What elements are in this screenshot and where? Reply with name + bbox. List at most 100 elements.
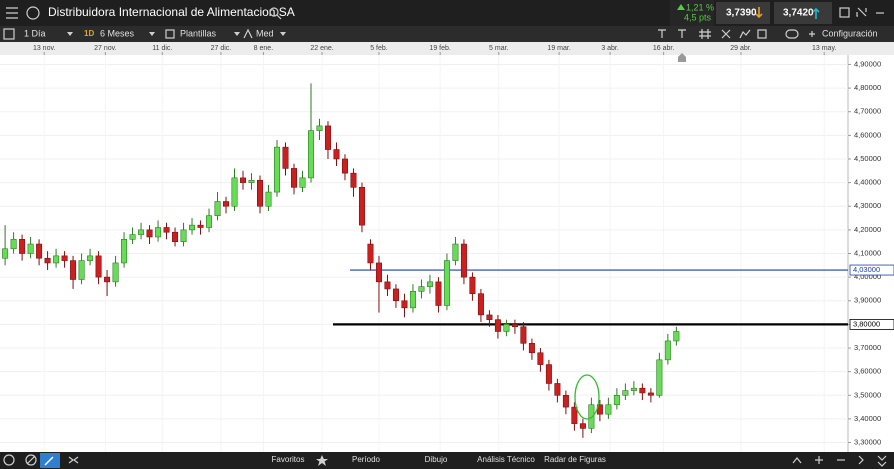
y-tick-label: 3,40000 <box>854 414 881 423</box>
template-icon[interactable] <box>165 29 175 39</box>
candle-body <box>282 146 289 169</box>
level-label: 4,03000 <box>853 265 880 274</box>
style-icon[interactable] <box>243 28 253 39</box>
candle-body <box>656 359 663 396</box>
candle-body <box>172 231 179 242</box>
candle-body <box>358 187 365 226</box>
candle-body <box>435 281 442 306</box>
level-tag <box>849 318 894 330</box>
y-tick-label: 4,50000 <box>854 154 881 163</box>
footer-tab[interactable]: Favoritos <box>272 455 305 464</box>
candle-body <box>112 262 119 283</box>
candle-body <box>265 191 272 207</box>
footer-bar <box>0 452 894 469</box>
y-tick-label: 3,70000 <box>854 343 881 352</box>
toolbar <box>0 26 894 42</box>
window-icons[interactable] <box>839 7 884 18</box>
candle-body <box>384 281 391 290</box>
x-tick-label: 13 nov. <box>33 45 55 52</box>
y-tick-label: 3,60000 <box>854 367 881 376</box>
candle-body <box>87 255 94 261</box>
candle-body <box>44 257 51 264</box>
toolbar-icons[interactable] <box>658 29 815 39</box>
y-tick-label: 4,40000 <box>854 178 881 187</box>
change-pct: 1,21 % <box>686 2 714 12</box>
candle-body <box>78 260 85 280</box>
candle-body <box>350 172 357 188</box>
y-tick-label: 3,90000 <box>854 296 881 305</box>
candle-body <box>503 324 510 332</box>
x-tick-label: 27 dic. <box>211 45 232 52</box>
y-tick-label: 4,60000 <box>854 130 881 139</box>
candle-body <box>180 229 187 242</box>
range-select[interactable]: 6 Meses <box>100 28 135 38</box>
bid-box[interactable] <box>716 2 770 24</box>
y-tick-label: 4,10000 <box>854 248 881 257</box>
candle-body <box>605 404 612 415</box>
footer-tab[interactable]: Dibujo <box>425 455 448 464</box>
time-marker[interactable] <box>678 53 686 62</box>
candle-body <box>460 243 467 278</box>
candle-body <box>579 423 586 429</box>
candle-body <box>341 158 348 174</box>
settings-button[interactable]: Configuración <box>822 28 878 38</box>
candle-body <box>401 300 408 309</box>
candle-body <box>418 286 425 292</box>
candle-body <box>443 260 450 306</box>
dropdown-caret <box>234 32 240 36</box>
candle-body <box>248 179 255 183</box>
menu-icon[interactable] <box>6 7 18 19</box>
candle-body <box>257 179 264 207</box>
change-box <box>670 0 714 26</box>
candle-body <box>129 234 136 240</box>
instrument-title: Distribuidora Internacional de Alimentac… <box>48 5 295 19</box>
candle-body <box>138 229 145 235</box>
x-tick-label: 29 abr. <box>730 45 751 52</box>
candle-body <box>189 224 196 231</box>
dropdown-caret <box>67 32 73 36</box>
candle-body <box>206 215 213 228</box>
candle-body <box>367 243 374 264</box>
candle-body <box>639 387 646 394</box>
candle-body <box>494 319 501 332</box>
candle-body <box>647 392 654 396</box>
templates-select[interactable]: Plantillas <box>180 28 217 38</box>
x-tick-label: 11 dic. <box>152 45 172 52</box>
footer-tab[interactable]: Radar de Figuras <box>544 455 606 464</box>
candle-body <box>197 224 204 228</box>
y-tick-label: 4,00000 <box>854 272 881 281</box>
chart: 3,30000 3,40000 3,50000 3,60000 3,70000 3,800… <box>0 45 894 452</box>
footer-tab[interactable]: Análisis Técnico <box>477 455 535 464</box>
footer-tab[interactable]: Período <box>352 455 381 464</box>
candle-body <box>375 262 382 283</box>
candle-body <box>290 168 297 188</box>
search-icon[interactable] <box>269 7 282 20</box>
ask-price: 3,7420 <box>783 8 814 19</box>
candle-body <box>155 227 162 238</box>
x-tick-label: 5 mar. <box>489 45 509 52</box>
footer-icons[interactable] <box>3 453 887 468</box>
candle-body <box>307 130 314 179</box>
candle-body <box>562 394 569 408</box>
style-select[interactable]: Med <box>256 28 274 38</box>
candle-body <box>588 404 595 429</box>
candle-body <box>53 255 60 264</box>
y-tick-label: 4,90000 <box>854 59 881 68</box>
candle-body <box>545 364 552 384</box>
candle-body <box>121 239 128 264</box>
x-tick-label: 19 feb. <box>429 45 450 52</box>
y-tick-label: 4,20000 <box>854 225 881 234</box>
candle-body <box>214 201 221 216</box>
candle-body <box>511 324 518 328</box>
info-icon[interactable] <box>26 6 40 20</box>
interval-select[interactable]: 1 Día <box>24 28 46 38</box>
candle-body <box>163 227 170 233</box>
favorite-star[interactable] <box>316 455 328 466</box>
bid-price: 3,7390 <box>726 8 757 19</box>
change-pts: 4,5 pts <box>684 12 712 22</box>
layout-icon[interactable] <box>3 28 15 40</box>
candle-body <box>61 255 68 261</box>
candle-body <box>452 243 459 261</box>
ask-box[interactable] <box>774 2 832 24</box>
